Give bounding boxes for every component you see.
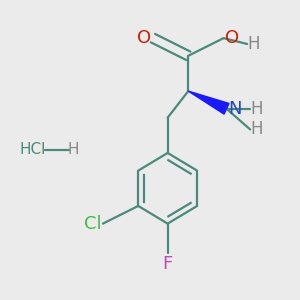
Text: Cl: Cl bbox=[84, 214, 101, 232]
Polygon shape bbox=[188, 91, 229, 114]
Text: O: O bbox=[225, 29, 239, 47]
Text: H: H bbox=[247, 35, 260, 53]
Text: O: O bbox=[137, 29, 152, 47]
Text: N: N bbox=[228, 100, 242, 118]
Text: HCl: HCl bbox=[19, 142, 45, 158]
Text: H: H bbox=[68, 142, 79, 158]
Text: H: H bbox=[250, 120, 262, 138]
Text: F: F bbox=[163, 254, 173, 272]
Text: H: H bbox=[250, 100, 262, 118]
